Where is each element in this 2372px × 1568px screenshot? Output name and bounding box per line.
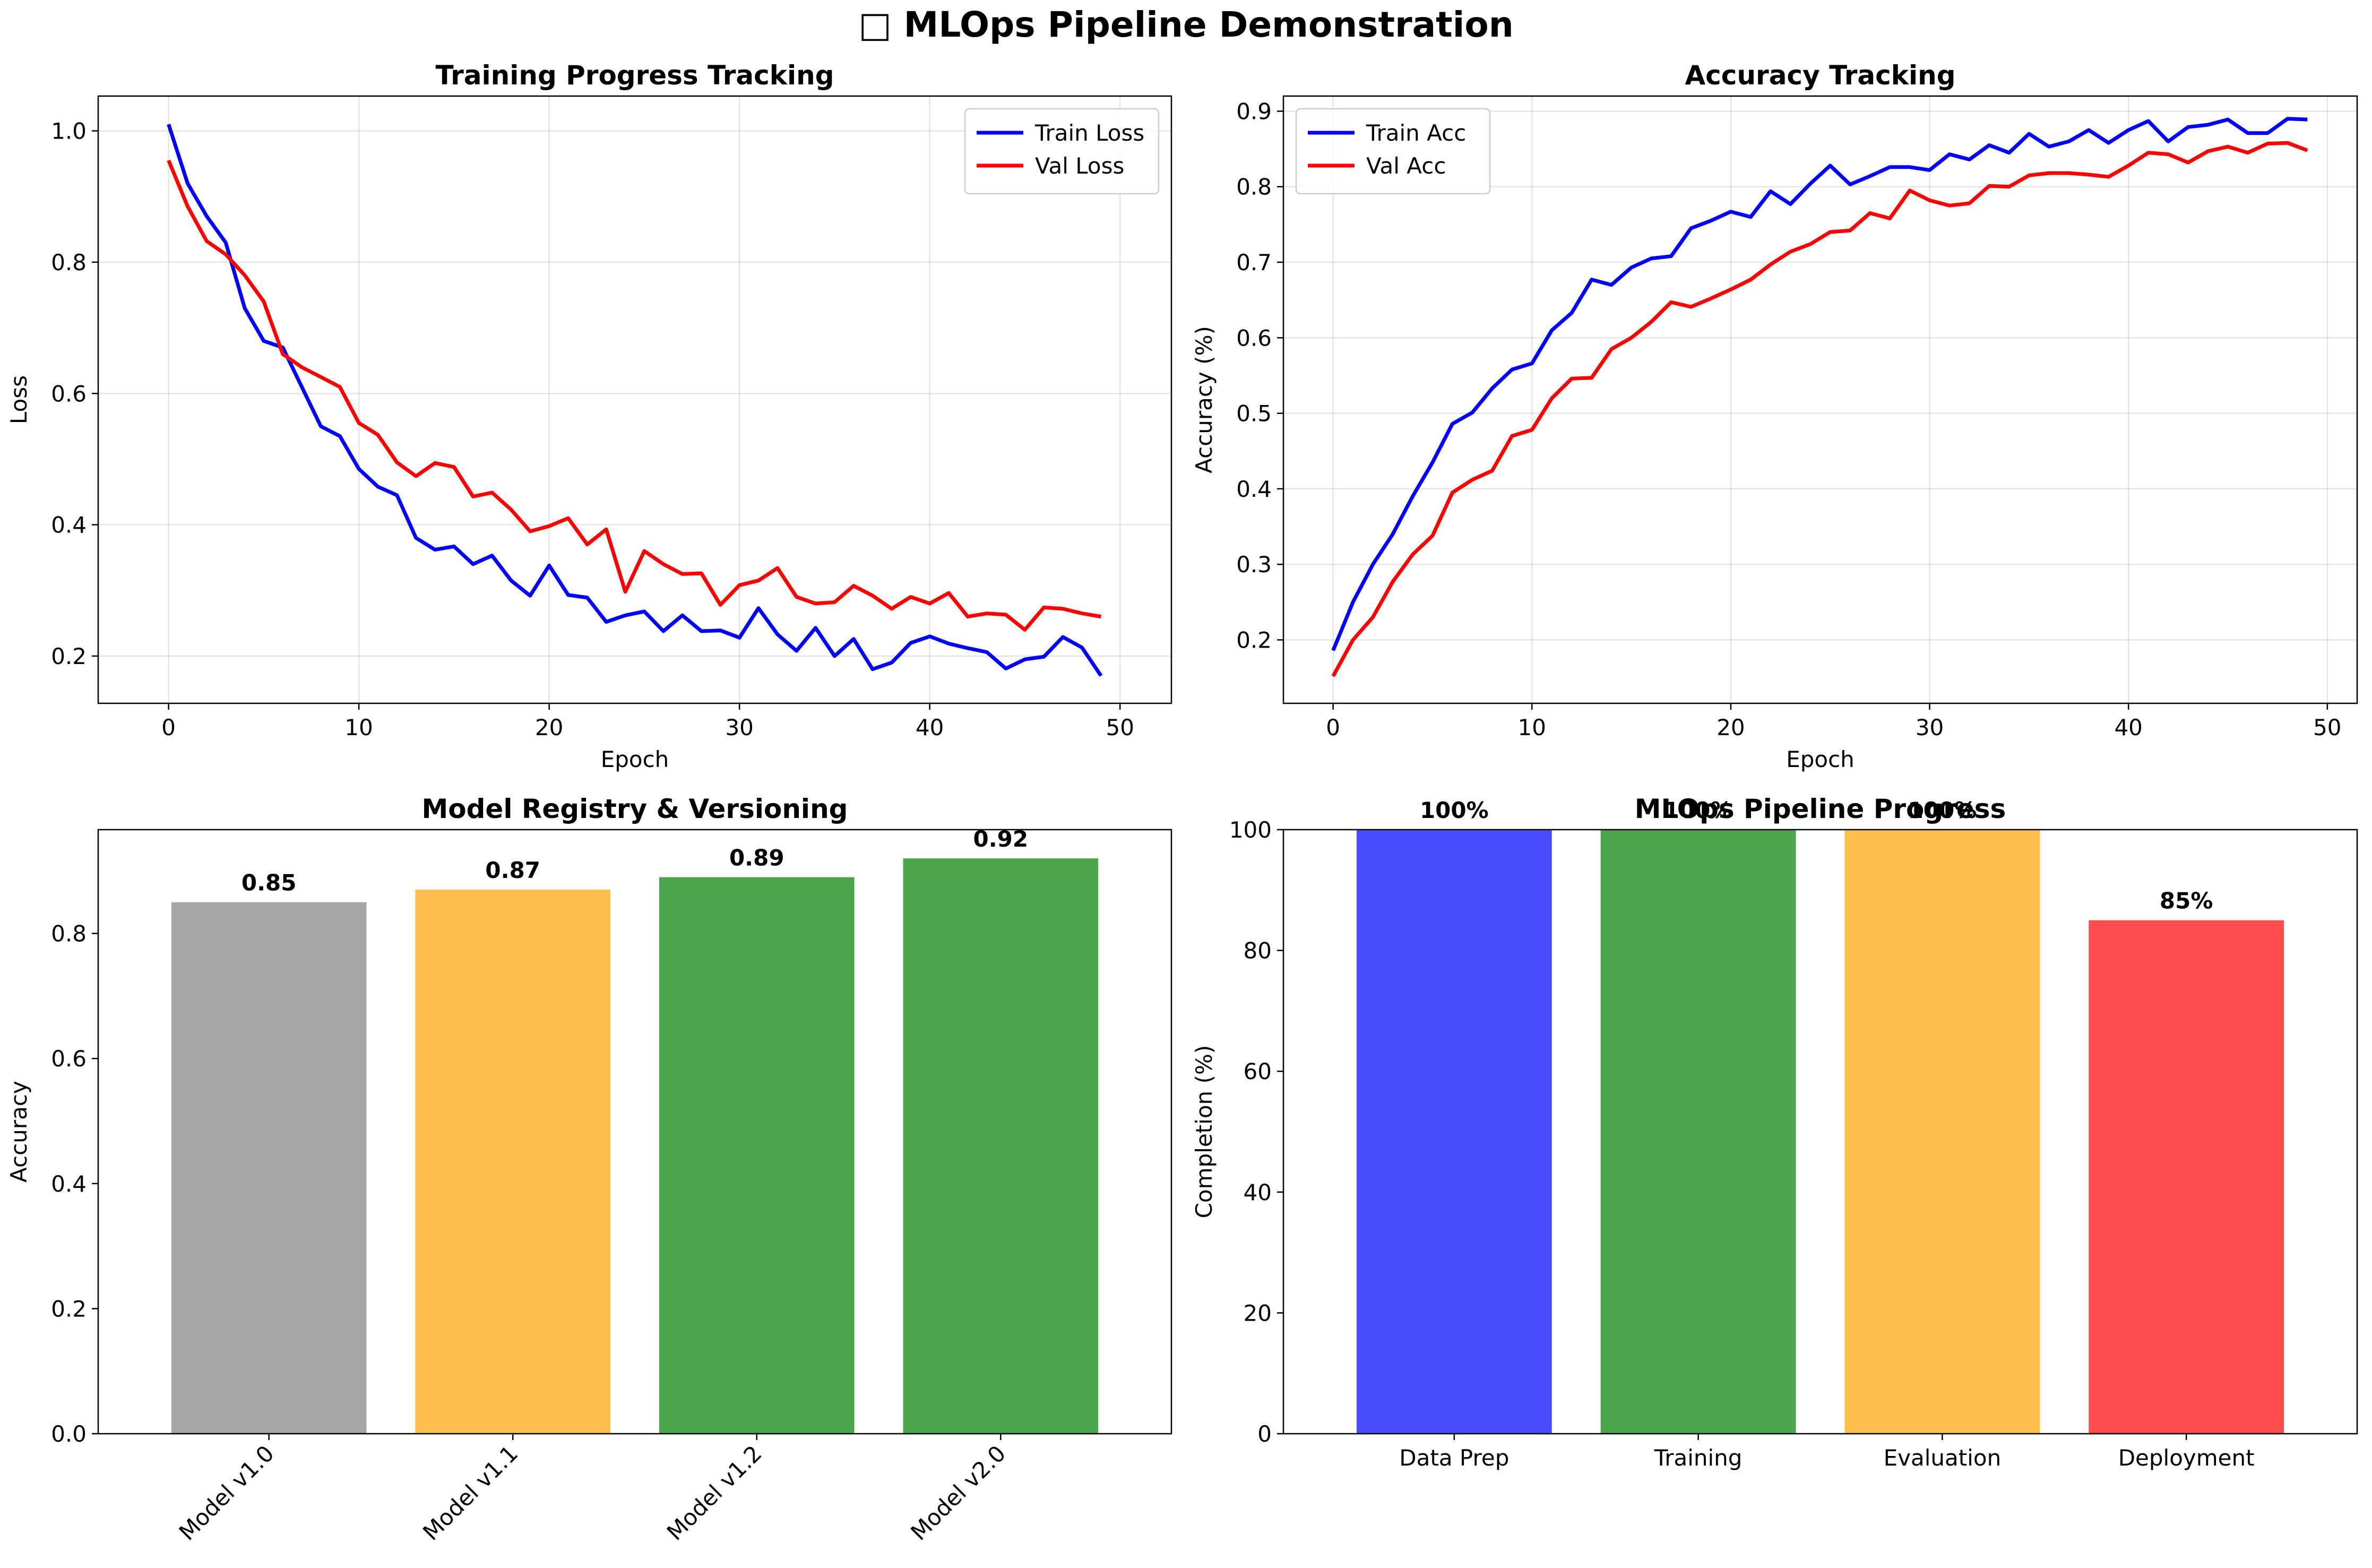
axes-frame	[1282, 829, 2358, 1435]
bar-value-label: 100%	[1908, 797, 1977, 823]
y-tick-label: 0.3	[1236, 552, 1272, 578]
x-tick-label: 0	[161, 714, 176, 740]
y-axis-label: Completion (%)	[1191, 1045, 1217, 1219]
axes-frame	[97, 829, 1172, 1435]
legend: Train Loss Val Loss	[964, 108, 1160, 195]
x-tick-label: Deployment	[2118, 1445, 2255, 1471]
axes-frame	[1282, 95, 2358, 704]
y-axis-label: Loss	[6, 375, 32, 424]
chart-title: MLOps Pipeline Progress	[1635, 794, 2006, 824]
y-tick-label: 40	[1244, 1179, 1272, 1205]
bar-value-label: 0.87	[485, 857, 540, 883]
chart-panel-1: Training Progress Tracking Loss Epoch 0 10 20…	[6, 60, 1172, 772]
bar-training	[1600, 830, 1796, 1434]
bar-value-label: 0.89	[729, 845, 784, 871]
y-tick-label: 0.6	[51, 381, 87, 407]
y-tick-label: 0.4	[51, 512, 87, 538]
x-tick-label: 30	[725, 714, 753, 740]
bar-data-prep	[1356, 830, 1552, 1434]
y-tick-label: 0.5	[1236, 401, 1272, 427]
y-tick-label: 0.9	[1236, 98, 1272, 124]
x-tick-label: 0	[1326, 714, 1340, 740]
x-tick-label: 50	[1106, 714, 1134, 740]
x-tick-label: 40	[916, 714, 944, 740]
x-axis-label: Epoch	[601, 746, 669, 772]
x-tick-label: 50	[2313, 714, 2341, 740]
bar-value-label: 0.85	[241, 870, 297, 896]
y-tick-label: 0	[1257, 1421, 1272, 1447]
bar-model-v2-0	[903, 858, 1099, 1434]
chart-title: Accuracy Tracking	[1685, 60, 1955, 91]
y-tick-label: 100	[1229, 817, 1272, 843]
bar-model-v1-2	[659, 877, 855, 1434]
y-tick-label: 0.6	[51, 1046, 87, 1072]
chart-panel-4: MLOps Pipeline Progress Completion (%) 100…	[1191, 794, 2358, 1471]
bar-value-label: 100%	[1420, 797, 1489, 823]
bar-model-v1-1	[415, 890, 611, 1434]
y-tick-label: 1.0	[51, 118, 87, 144]
bar-deployment	[2089, 920, 2284, 1434]
y-tick-label: 20	[1244, 1300, 1272, 1326]
y-tick-label: 0.2	[51, 1296, 87, 1322]
bar-model-v1-0	[171, 902, 367, 1434]
y-tick-label: 0.0	[51, 1421, 87, 1447]
y-tick-label: 80	[1244, 938, 1272, 964]
series-line-train-acc	[1331, 117, 2308, 651]
y-tick-label: 0.7	[1236, 249, 1272, 275]
series-line-val-loss	[167, 159, 1101, 632]
x-tick-label: Model v1.0	[174, 1440, 279, 1545]
chart-panel-3: Model Registry & Versioning Accuracy 0.85 0…	[6, 794, 1172, 1545]
legend-box	[1295, 108, 1491, 195]
x-tick-label: 20	[1717, 714, 1745, 740]
chart-panel-2: Accuracy Tracking Accuracy (%) Epoch 0 10 20 3…	[1191, 60, 2358, 772]
series-line-val-acc	[1331, 141, 2308, 677]
x-tick-label: 10	[1518, 714, 1546, 740]
bar-value-label: 85%	[2160, 888, 2213, 914]
bar-evaluation	[1844, 830, 2040, 1434]
legend-label: Train Acc	[1366, 120, 1466, 146]
y-tick-label: 0.6	[1236, 325, 1272, 351]
y-axis-label: Accuracy	[6, 1081, 32, 1183]
chart-title: Training Progress Tracking	[435, 60, 834, 91]
x-tick-label: Model v2.0	[905, 1440, 1011, 1545]
legend-label: Val Loss	[1035, 153, 1124, 179]
legend: Train Acc Val Acc	[1295, 108, 1491, 195]
x-tick-label: Data Prep	[1399, 1445, 1509, 1471]
y-tick-label: 0.2	[51, 643, 87, 669]
legend-label: Val Acc	[1366, 153, 1446, 179]
legend-label: Train Loss	[1034, 120, 1144, 146]
y-tick-label: 0.8	[51, 249, 87, 275]
x-tick-label: 30	[1916, 714, 1944, 740]
y-tick-label: 0.4	[51, 1171, 87, 1197]
y-tick-label: 0.8	[1236, 174, 1272, 200]
x-tick-label: Evaluation	[1884, 1445, 2002, 1471]
x-tick-label: Model v1.2	[662, 1440, 767, 1545]
x-tick-label: 40	[2114, 714, 2142, 740]
bar-value-label: 100%	[1664, 797, 1733, 823]
series-line-train-loss	[167, 124, 1103, 677]
y-tick-label: 0.8	[51, 921, 87, 947]
x-tick-label: Model v1.1	[418, 1440, 523, 1545]
axes-frame	[97, 95, 1172, 704]
x-axis-label: Epoch	[1786, 746, 1855, 772]
y-axis-label: Accuracy (%)	[1191, 326, 1217, 473]
y-tick-label: 0.4	[1236, 476, 1272, 502]
y-tick-label: 0.2	[1236, 627, 1272, 653]
x-tick-label: 20	[535, 714, 563, 740]
legend-box	[964, 108, 1160, 195]
figure-title: □ MLOps Pipeline Demonstration	[858, 4, 1514, 45]
y-tick-label: 60	[1244, 1058, 1272, 1084]
x-tick-label: 10	[344, 714, 373, 740]
bar-value-label: 0.92	[973, 826, 1028, 852]
chart-title: Model Registry & Versioning	[422, 794, 848, 824]
x-tick-label: Training	[1654, 1445, 1743, 1471]
